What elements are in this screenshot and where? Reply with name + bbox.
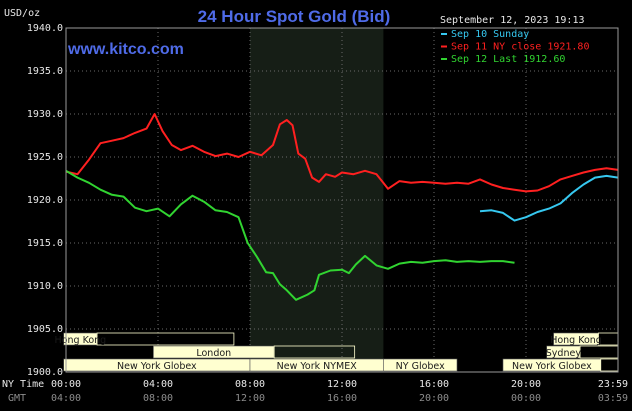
session-label: London <box>196 348 231 359</box>
x-tick-label-ny: 20:00 <box>511 379 541 390</box>
session-box-row3 <box>383 358 458 372</box>
chart-title: 24 Hour Spot Gold (Bid) <box>198 7 391 26</box>
session-label: NY Globex <box>396 361 445 372</box>
y-tick-label: 1935.0 <box>27 66 63 77</box>
y-tick-label: 1925.0 <box>27 152 63 163</box>
session-label: New York Globex <box>512 361 592 372</box>
x-tick-label-gmt: 12:00 <box>235 393 265 404</box>
legend-entry: Sep 11 NY close 1921.80 <box>451 42 589 53</box>
session-label: New York Globex <box>117 361 197 372</box>
x-tick-label-ny: 04:00 <box>143 379 173 390</box>
x-tick-label-ny: 16:00 <box>419 379 449 390</box>
y-tick-label: 1940.0 <box>27 23 63 34</box>
plot-frame <box>65 27 619 373</box>
y-tick-label: 1920.0 <box>27 195 63 206</box>
series-line-2 <box>65 113 619 193</box>
legend-entry: Sep 10 Sunday <box>451 29 529 40</box>
y-tick-label: 1900.0 <box>27 367 63 378</box>
chart-timestamp: September 12, 2023 19:13 <box>440 15 585 26</box>
x-tick-label-ny: 00:00 <box>51 379 81 390</box>
nymex-session-band <box>250 28 384 372</box>
y-tick-label: 1910.0 <box>27 281 63 292</box>
session-extension-row1 <box>96 332 235 346</box>
x-axis-label-ny-time: NY Time <box>2 379 44 390</box>
series-line-1 <box>479 174 619 222</box>
x-tick-label-gmt: 03:59 <box>598 393 628 404</box>
x-tick-label-ny: 12:00 <box>327 379 357 390</box>
series-line-3 <box>65 169 515 301</box>
x-tick-label-gmt: 08:00 <box>143 393 173 404</box>
y-tick-label: 1905.0 <box>27 324 63 335</box>
x-tick-label-gmt: 00:00 <box>511 393 541 404</box>
session-label: Hong Kong <box>55 335 107 346</box>
legend-entry: Sep 12 Last 1912.60 <box>451 54 565 65</box>
session-extension-row2 <box>273 345 356 359</box>
x-axis-label-gmt: GMT <box>8 393 26 404</box>
x-tick-label-gmt: 16:00 <box>327 393 357 404</box>
x-tick-label-ny: 08:00 <box>235 379 265 390</box>
x-tick-label-gmt: 04:00 <box>51 393 81 404</box>
website-label: www.kitco.com <box>67 41 184 58</box>
y-tick-label: 1930.0 <box>27 109 63 120</box>
session-label: New York NYMEX <box>277 361 358 372</box>
y-tick-label: 1915.0 <box>27 238 63 249</box>
x-tick-label-ny: 23:59 <box>598 379 628 390</box>
y-axis-unit-label: USD/oz <box>4 8 40 19</box>
session-label: Sydney <box>546 348 582 359</box>
session-label: Hong Kong <box>550 335 602 346</box>
x-tick-label-gmt: 20:00 <box>419 393 449 404</box>
